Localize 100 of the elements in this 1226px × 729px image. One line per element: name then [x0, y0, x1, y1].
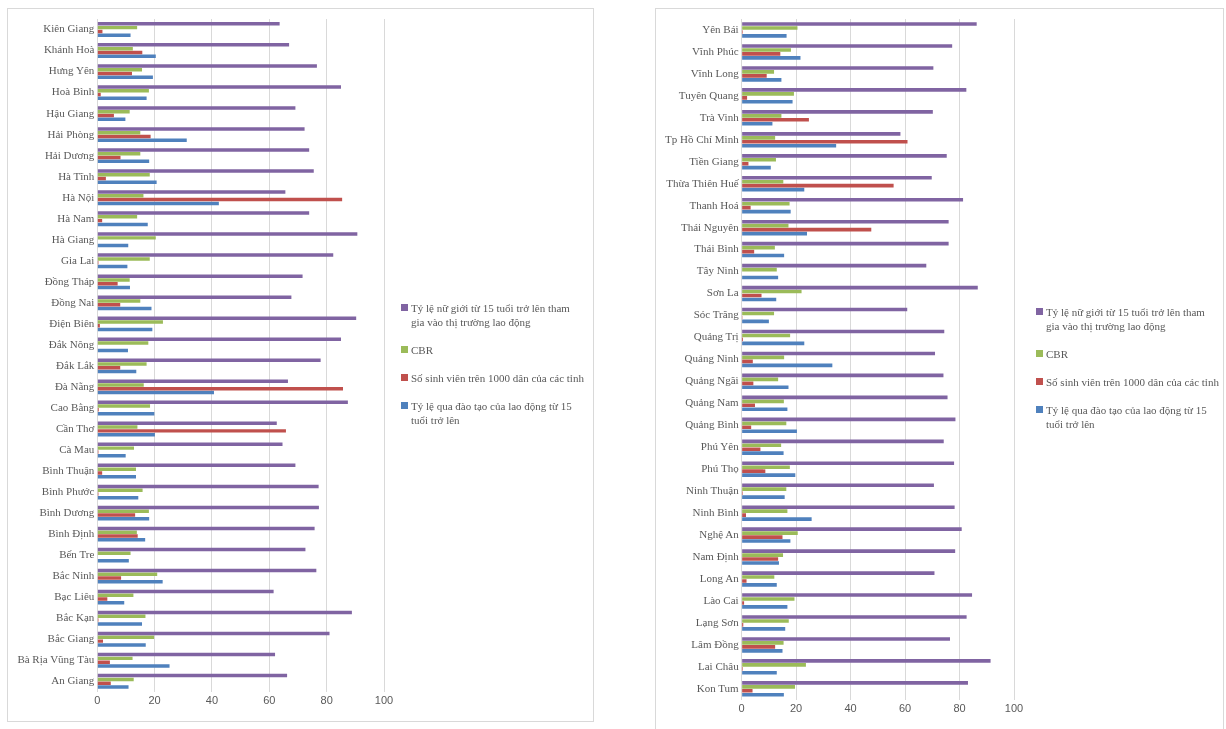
bar	[97, 597, 108, 601]
y-tick-label: Lai Châu	[698, 659, 740, 672]
y-tick-label: Phú Yên	[700, 440, 740, 453]
bar	[97, 173, 150, 177]
y-tick-label: Nam Định	[692, 549, 740, 563]
bar	[742, 52, 781, 56]
y-tick-label: Phú Thọ	[701, 462, 740, 475]
bar	[97, 580, 163, 584]
bar	[742, 197, 964, 202]
bar	[742, 201, 790, 206]
bar	[97, 660, 110, 664]
y-tick-label: Sóc Trăng	[693, 308, 740, 321]
x-tick-label: 20	[789, 702, 803, 715]
bar	[742, 92, 794, 96]
y-tick-label: Đắk Nông	[48, 337, 95, 350]
y-tick-label: Tp Hồ Chí Minh	[664, 132, 740, 145]
bar	[97, 467, 136, 471]
bar	[742, 78, 782, 82]
y-tick-label: Hà Giang	[51, 232, 95, 245]
y-tick-label: An Giang	[51, 674, 95, 687]
bar	[97, 316, 357, 320]
bar	[742, 407, 788, 412]
x-tick-label: 0	[738, 702, 745, 715]
y-tick-label: Tây Ninh	[696, 264, 740, 277]
bar	[97, 383, 144, 387]
bar	[742, 34, 787, 38]
y-tick-label: Hải Dương	[44, 148, 95, 161]
bar	[97, 278, 130, 282]
bar	[742, 469, 766, 473]
bar	[742, 692, 784, 697]
bar	[97, 404, 151, 408]
y-tick-label: Gia Lai	[60, 253, 95, 266]
y-tick-label: Thanh Hoá	[689, 198, 739, 211]
bar	[742, 465, 790, 470]
legend-label: CBR	[411, 343, 434, 357]
x-tick-label: 60	[263, 694, 276, 707]
bar	[97, 232, 358, 236]
legend-label: Số sinh viên trên 1000 dân của các tỉnh	[1046, 375, 1219, 389]
bar	[97, 538, 146, 542]
y-tick-label: Quảng Trị	[693, 330, 739, 344]
bar	[742, 597, 795, 601]
x-tick-label: 20	[148, 694, 161, 707]
y-tick-label: Điện Biên	[49, 316, 95, 329]
bar	[742, 425, 752, 430]
y-tick-label: Cà Mau	[59, 442, 95, 455]
bar	[742, 527, 962, 531]
y-tick-label: Yên Bái	[702, 22, 739, 35]
bar	[742, 443, 782, 448]
bar	[742, 557, 779, 561]
y-tick-label: Vĩnh Long	[690, 66, 740, 79]
bar	[742, 421, 787, 426]
legend-label: Số sinh viên trên 1000 dân của các tỉnh	[411, 371, 584, 385]
legend-label: Tỷ lệ qua đào tạo của lao động từ 15 tuổi trở lên	[1046, 403, 1208, 431]
y-tick-label: Sơn La	[706, 286, 739, 299]
bar	[742, 139, 908, 144]
y-tick-label: Đồng Tháp	[44, 274, 95, 287]
bar	[742, 135, 776, 140]
bar	[97, 43, 290, 47]
bar	[742, 619, 789, 623]
bar	[97, 190, 286, 194]
bar	[97, 337, 341, 341]
y-tick-label: Bình Phước	[41, 484, 95, 497]
bar	[742, 483, 934, 488]
y-tick-label: Bắc Giang	[47, 632, 95, 645]
y-tick-label: Lạng Sơn	[695, 615, 740, 628]
y-tick-label: Bắc Ninh	[52, 569, 95, 582]
y-tick-label: Long An	[699, 571, 740, 584]
bar	[97, 576, 122, 580]
bar	[97, 534, 138, 538]
bar	[742, 535, 783, 539]
legend-label: Tỷ lệ qua đào tạo của lao động từ 15 tuổi trở lên	[411, 399, 573, 427]
bar	[97, 471, 103, 475]
y-tick-label: Hưng Yên	[48, 64, 95, 77]
bar	[97, 85, 341, 89]
y-tick-label: Bạc Liêu	[54, 590, 95, 603]
y-tick-label: Nghệ An	[699, 527, 740, 540]
y-tick-label: Cần Thơ	[55, 421, 95, 434]
bar	[742, 447, 761, 452]
bar	[97, 194, 144, 198]
y-tick-label: Đà Nẵng	[54, 379, 95, 392]
bar	[742, 114, 782, 118]
y-tick-label: Bình Thuận	[42, 463, 95, 476]
y-tick-label: Đồng Nai	[51, 295, 95, 308]
bar	[742, 473, 796, 477]
y-tick-label: Thái Bình	[694, 242, 740, 255]
y-tick-label: Quảng Nam	[685, 396, 740, 409]
y-tick-label: Hậu Giang	[46, 106, 95, 119]
y-tick-label: Bình Định	[48, 527, 95, 540]
y-tick-label: Bến Tre	[59, 548, 95, 561]
y-tick-label: Hà Nội	[62, 190, 95, 203]
bar	[97, 681, 111, 685]
legend-label: Tỷ lệ nữ giới từ 15 tuổi trở lên tham gia vào thị trường lao động	[411, 301, 571, 329]
bar	[742, 429, 797, 434]
bar	[742, 26, 798, 30]
bar	[742, 663, 806, 667]
bar	[742, 593, 973, 597]
bar	[97, 22, 280, 26]
bar	[97, 517, 150, 521]
y-tick-label: Lào Cai	[703, 593, 739, 606]
bar	[742, 641, 784, 645]
